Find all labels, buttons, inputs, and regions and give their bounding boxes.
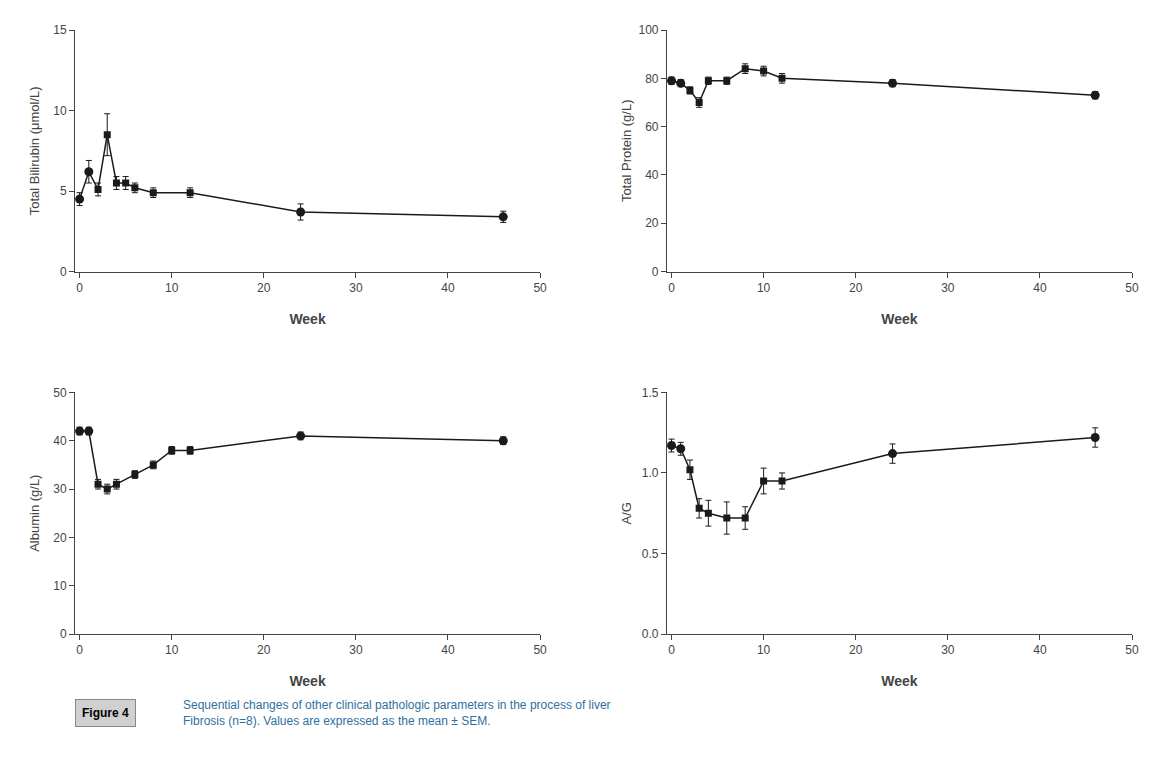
svg-text:30: 30 — [349, 281, 363, 295]
svg-text:0: 0 — [76, 643, 83, 657]
svg-text:10: 10 — [165, 281, 179, 295]
svg-text:30: 30 — [941, 281, 955, 295]
svg-text:100: 100 — [638, 23, 658, 37]
svg-text:10: 10 — [757, 643, 771, 657]
svg-text:20: 20 — [257, 643, 271, 657]
svg-text:Week: Week — [289, 311, 326, 327]
svg-text:0: 0 — [652, 265, 659, 279]
svg-text:20: 20 — [53, 531, 67, 545]
svg-text:40: 40 — [1033, 643, 1047, 657]
svg-text:40: 40 — [53, 434, 67, 448]
svg-text:40: 40 — [441, 643, 455, 657]
svg-text:10: 10 — [53, 104, 67, 118]
svg-text:50: 50 — [1125, 643, 1139, 657]
svg-text:50: 50 — [1125, 281, 1139, 295]
svg-text:60: 60 — [645, 120, 659, 134]
svg-text:Week: Week — [881, 311, 918, 327]
svg-text:50: 50 — [533, 643, 547, 657]
svg-text:40: 40 — [441, 281, 455, 295]
svg-text:15: 15 — [53, 23, 67, 37]
svg-text:Week: Week — [881, 673, 918, 689]
svg-text:10: 10 — [165, 643, 179, 657]
svg-text:0: 0 — [668, 643, 675, 657]
svg-text:Total Protein (g/L): Total Protein (g/L) — [619, 99, 634, 202]
svg-text:Total Bilirubin (μmol/L): Total Bilirubin (μmol/L) — [27, 86, 42, 215]
svg-text:0: 0 — [60, 265, 67, 279]
svg-text:50: 50 — [533, 281, 547, 295]
svg-text:20: 20 — [849, 643, 863, 657]
svg-text:20: 20 — [849, 281, 863, 295]
svg-text:5: 5 — [60, 184, 67, 198]
svg-text:10: 10 — [53, 579, 67, 593]
svg-text:30: 30 — [349, 643, 363, 657]
svg-text:30: 30 — [53, 482, 67, 496]
svg-text:0: 0 — [76, 281, 83, 295]
svg-text:Week: Week — [289, 673, 326, 689]
svg-text:0: 0 — [668, 281, 675, 295]
svg-text:A/G: A/G — [619, 502, 634, 524]
svg-text:30: 30 — [941, 643, 955, 657]
svg-text:Figure 4: Figure 4 — [82, 706, 129, 720]
svg-text:50: 50 — [53, 386, 67, 400]
svg-text:Albumin (g/L): Albumin (g/L) — [27, 475, 42, 552]
svg-text:80: 80 — [645, 72, 659, 86]
svg-text:0.5: 0.5 — [642, 547, 659, 561]
svg-text:1.5: 1.5 — [642, 386, 659, 400]
svg-text:20: 20 — [257, 281, 271, 295]
svg-text:10: 10 — [757, 281, 771, 295]
svg-text:1.0: 1.0 — [642, 466, 659, 480]
svg-text:Sequential changes of other cl: Sequential changes of other clinical pat… — [183, 698, 611, 728]
svg-text:0.0: 0.0 — [642, 627, 659, 641]
svg-text:20: 20 — [645, 216, 659, 230]
svg-text:0: 0 — [60, 627, 67, 641]
svg-text:40: 40 — [645, 168, 659, 182]
svg-text:40: 40 — [1033, 281, 1047, 295]
